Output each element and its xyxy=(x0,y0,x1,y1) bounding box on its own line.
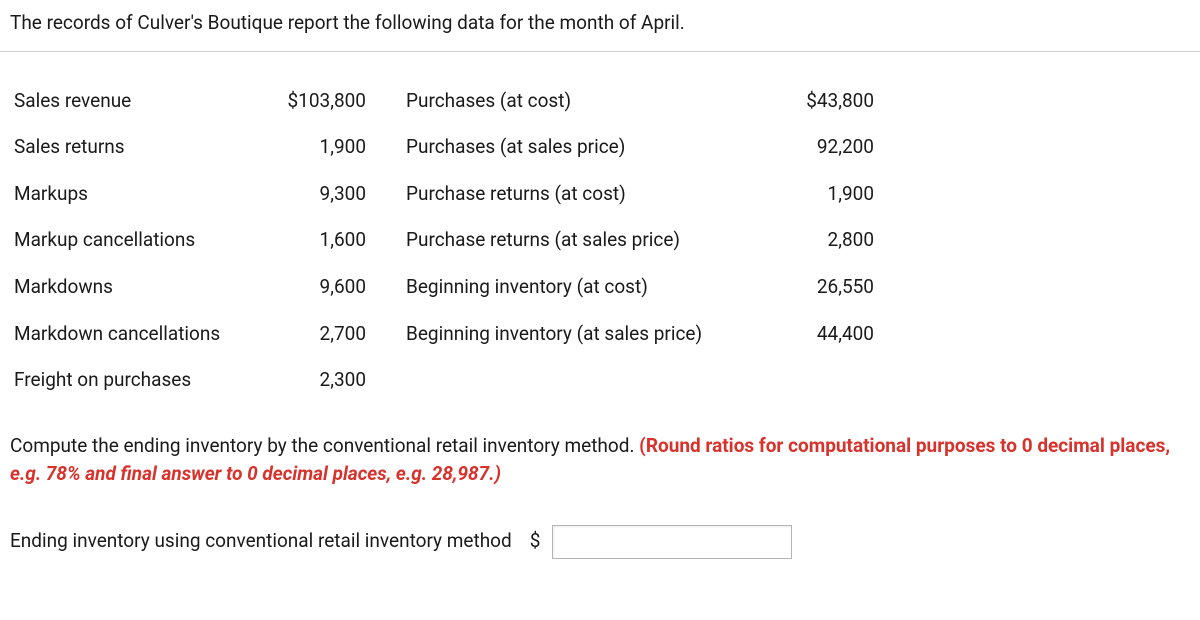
cell-value: 1,600 xyxy=(272,217,406,264)
cell-label: Markdown cancellations xyxy=(14,311,272,358)
table-row: Markdown cancellations 2,700 Beginning i… xyxy=(14,311,874,358)
cell-label: Purchases (at cost) xyxy=(406,78,766,125)
cell-value: 26,550 xyxy=(766,264,874,311)
cell-value: $43,800 xyxy=(766,78,874,125)
ending-inventory-input[interactable] xyxy=(552,525,792,559)
cell-label: Purchase returns (at sales price) xyxy=(406,217,766,264)
cell-value: 2,300 xyxy=(272,357,406,404)
cell-value: 9,600 xyxy=(272,264,406,311)
cell-label: Purchases (at sales price) xyxy=(406,124,766,171)
cell-label: Markup cancellations xyxy=(14,217,272,264)
table-row: Markup cancellations 1,600 Purchase retu… xyxy=(14,217,874,264)
cell-label: Freight on purchases xyxy=(14,357,272,404)
data-block: Sales revenue $103,800 Purchases (at cos… xyxy=(0,52,1200,414)
cell-value: $103,800 xyxy=(272,78,406,125)
table-row: Sales revenue $103,800 Purchases (at cos… xyxy=(14,78,874,125)
cell-label: Sales revenue xyxy=(14,78,272,125)
instruction-black: Compute the ending inventory by the conv… xyxy=(10,434,639,457)
cell-value: 92,200 xyxy=(766,124,874,171)
cell-label: Beginning inventory (at sales price) xyxy=(406,311,766,358)
intro-text: The records of Culver's Boutique report … xyxy=(0,0,1200,52)
cell-value: 1,900 xyxy=(272,124,406,171)
cell-label xyxy=(406,357,766,404)
table-row: Markdowns 9,600 Beginning inventory (at … xyxy=(14,264,874,311)
instruction-text: Compute the ending inventory by the conv… xyxy=(0,414,1200,495)
cell-label: Sales returns xyxy=(14,124,272,171)
cell-value: 9,300 xyxy=(272,171,406,218)
instruction-red-italic: e.g. 78% and final answer to 0 decimal p… xyxy=(10,462,501,485)
answer-label: Ending inventory using conventional reta… xyxy=(10,528,512,555)
cell-label: Markups xyxy=(14,171,272,218)
cell-label: Beginning inventory (at cost) xyxy=(406,264,766,311)
table-row: Markups 9,300 Purchase returns (at cost)… xyxy=(14,171,874,218)
cell-value: 2,700 xyxy=(272,311,406,358)
table-row: Freight on purchases 2,300 xyxy=(14,357,874,404)
cell-label: Purchase returns (at cost) xyxy=(406,171,766,218)
cell-value xyxy=(766,357,874,404)
cell-label: Markdowns xyxy=(14,264,272,311)
cell-value: 2,800 xyxy=(766,217,874,264)
data-table: Sales revenue $103,800 Purchases (at cos… xyxy=(14,78,874,404)
currency-symbol: $ xyxy=(530,528,541,555)
cell-value: 44,400 xyxy=(766,311,874,358)
cell-value: 1,900 xyxy=(766,171,874,218)
table-row: Sales returns 1,900 Purchases (at sales … xyxy=(14,124,874,171)
instruction-red: (Round ratios for computational purposes… xyxy=(639,434,1170,457)
answer-row: Ending inventory using conventional reta… xyxy=(0,495,1200,559)
